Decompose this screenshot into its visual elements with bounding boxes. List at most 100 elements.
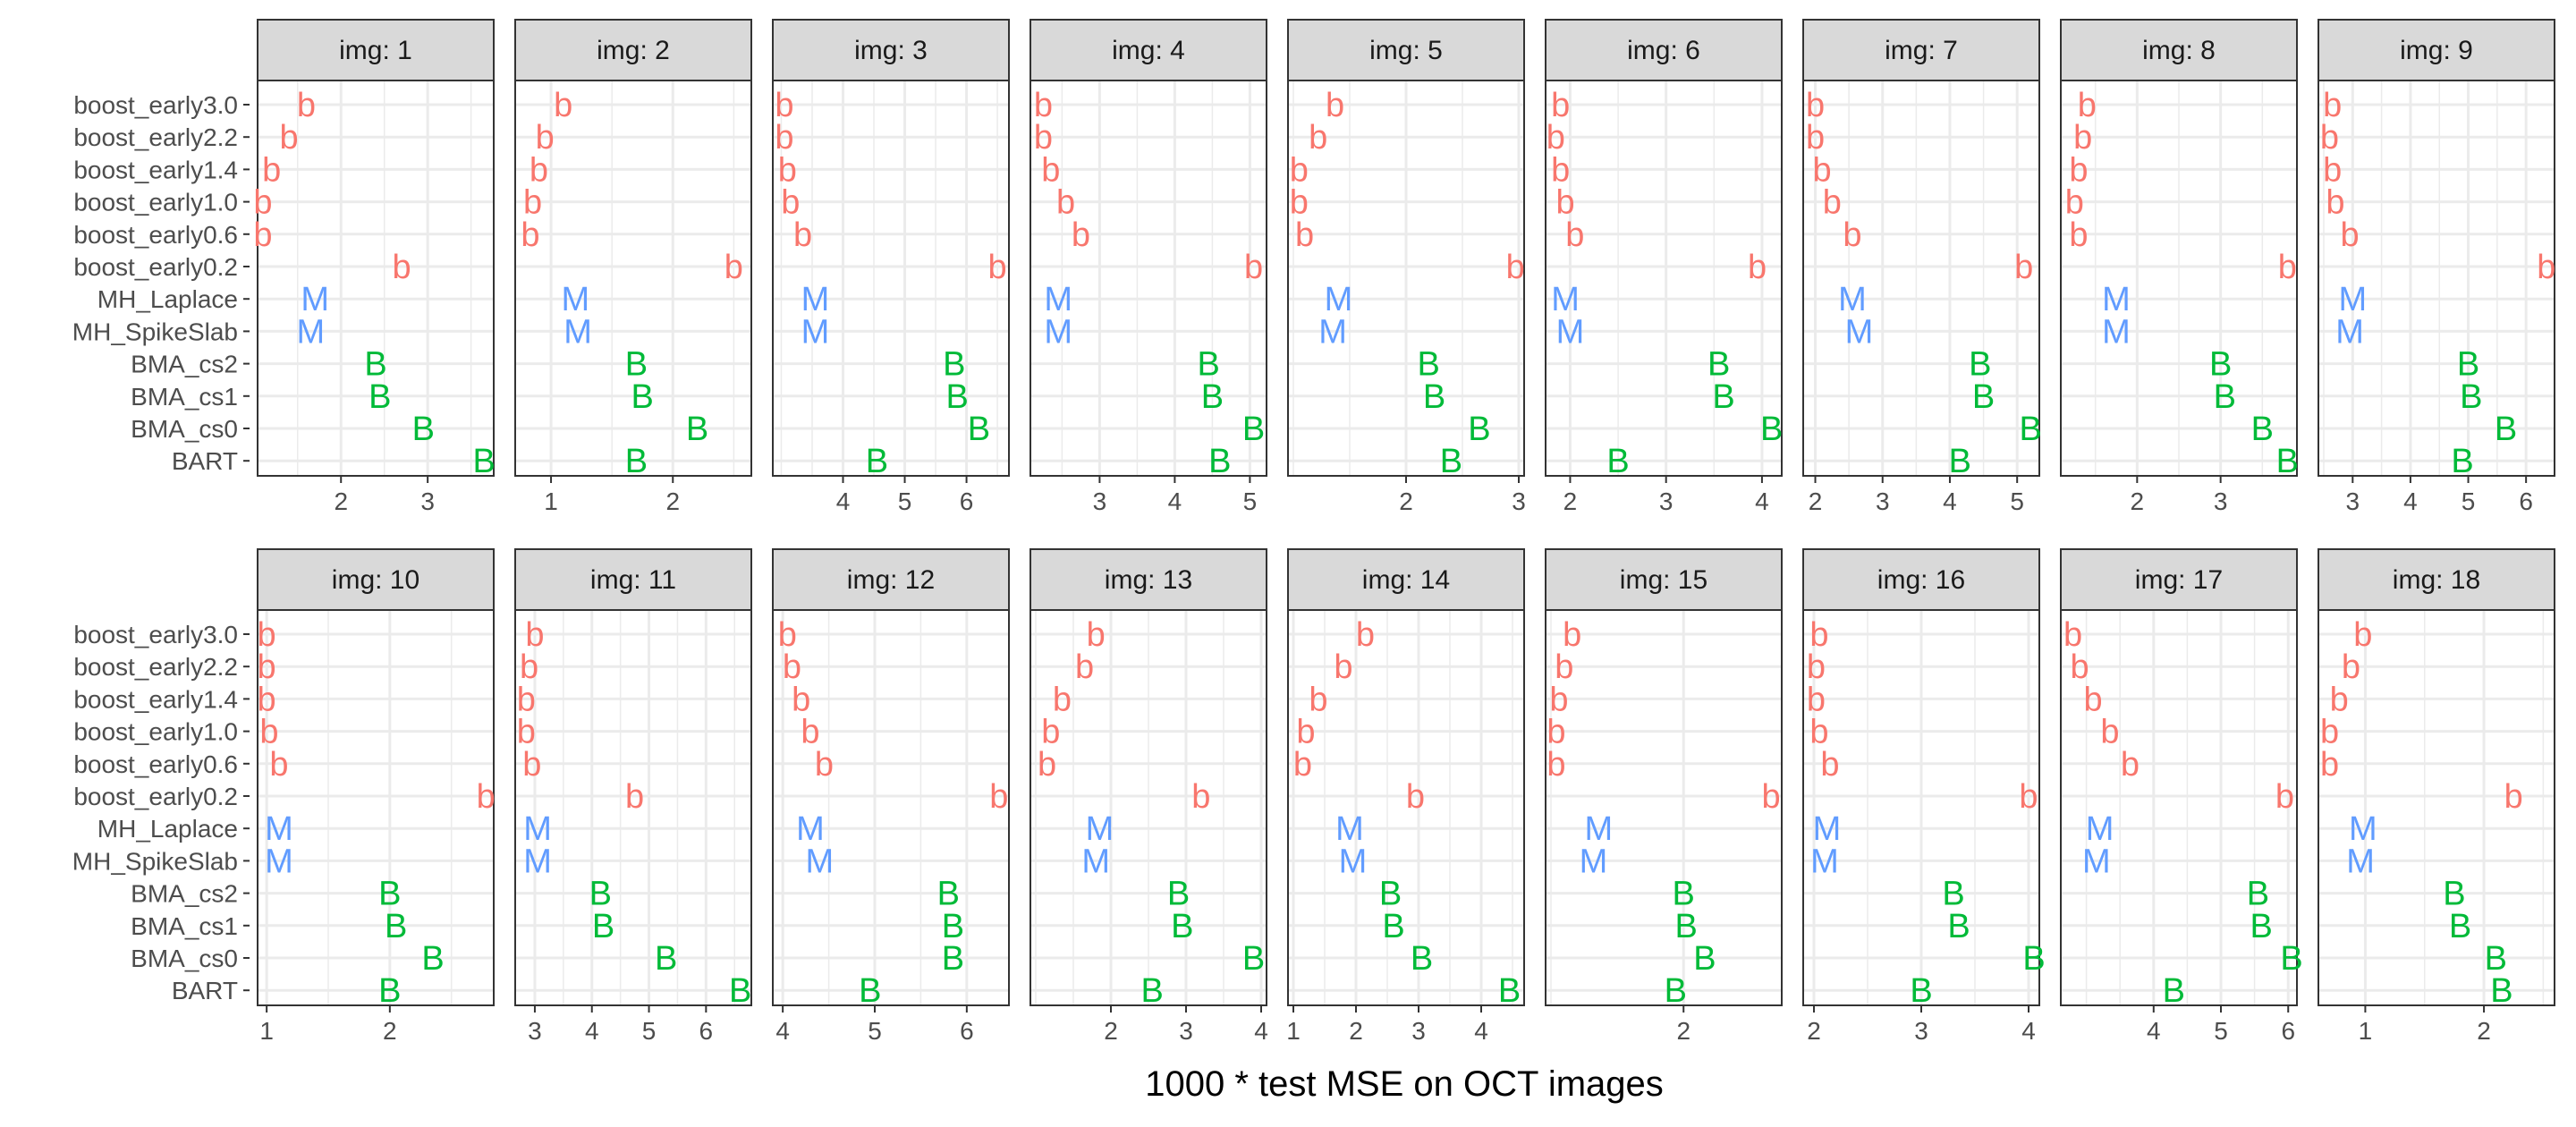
data-point: B: [2022, 940, 2045, 978]
data-point: B: [1606, 443, 1629, 480]
facet-strip-label: img: 12: [847, 565, 935, 595]
data-point: B: [364, 346, 386, 384]
x-tick-label: 4: [1474, 1017, 1488, 1045]
data-point: B: [1423, 378, 1445, 416]
data-point: b: [2084, 681, 2103, 718]
data-point: b: [521, 216, 539, 254]
data-point: b: [801, 714, 819, 751]
data-point: b: [523, 184, 542, 222]
data-point: B: [2214, 378, 2236, 416]
facet-strip-label: img: 4: [1112, 36, 1185, 65]
y-axis-label: BART: [172, 447, 238, 475]
panel-border: [2318, 609, 2555, 1006]
facet-strip-label: img: 10: [332, 565, 419, 595]
data-point: B: [472, 443, 495, 480]
facet-strip: [772, 19, 1010, 81]
y-axis-label: boost_early3.0: [73, 91, 238, 119]
x-tick-label: 2: [334, 487, 348, 515]
data-point: M: [523, 810, 552, 848]
facet-strip-label: img: 1: [339, 36, 412, 65]
data-point: b: [1038, 746, 1056, 784]
data-point: b: [1290, 151, 1309, 189]
data-point: B: [1171, 908, 1193, 945]
y-axis-label: boost_early1.4: [73, 156, 238, 183]
data-point: B: [937, 876, 960, 913]
x-tick-label: 4: [775, 1017, 790, 1045]
data-point: B: [1675, 908, 1698, 945]
data-point: B: [1382, 908, 1404, 945]
data-point: b: [988, 249, 1007, 286]
data-point: b: [262, 151, 281, 189]
facet-strip: [257, 19, 495, 81]
data-point: B: [592, 908, 614, 945]
data-point: B: [2276, 443, 2299, 480]
data-point: b: [536, 119, 555, 157]
data-point: b: [2330, 681, 2349, 718]
data-point: B: [1242, 940, 1265, 978]
data-point: b: [1191, 778, 1210, 816]
data-point: M: [1081, 843, 1110, 880]
x-tick-label: 5: [2214, 1017, 2228, 1045]
data-point: B: [943, 346, 965, 384]
facet-strip: [1287, 19, 1525, 81]
data-point: b: [2326, 184, 2344, 222]
data-point: b: [783, 648, 801, 686]
data-point: M: [265, 843, 293, 880]
data-point: B: [655, 940, 677, 978]
data-point: B: [625, 443, 648, 480]
facet-strip: [2060, 19, 2298, 81]
panel-border: [257, 609, 495, 1006]
data-point: M: [301, 281, 329, 318]
data-point: B: [2485, 940, 2507, 978]
data-point: b: [2065, 184, 2084, 222]
data-point: M: [1318, 313, 1347, 351]
data-point: b: [1406, 778, 1425, 816]
data-point: b: [2323, 151, 2342, 189]
data-point: b: [1041, 151, 1060, 189]
data-point: B: [1707, 346, 1730, 384]
data-point: b: [1546, 714, 1565, 751]
facet-strip-label: img: 2: [597, 36, 670, 65]
x-tick-label: 3: [1659, 487, 1674, 515]
facet-strip: [1802, 19, 2040, 81]
data-point: b: [2078, 87, 2097, 124]
data-point: M: [265, 810, 293, 848]
data-point: b: [1244, 249, 1263, 286]
data-point: M: [1810, 843, 1839, 880]
data-point: b: [2353, 616, 2372, 654]
x-tick-label: 2: [383, 1017, 397, 1045]
facet-strip-label: img: 5: [1369, 36, 1443, 65]
data-point: b: [1843, 216, 1861, 254]
data-point: b: [1812, 151, 1831, 189]
data-point: b: [775, 87, 793, 124]
data-point: B: [1972, 378, 1995, 416]
panel-border: [257, 80, 495, 477]
y-axis-label: MH_SpikeSlab: [72, 847, 238, 875]
data-point: b: [1334, 648, 1352, 686]
method-axis-labels: boost_early3.0 boost_early2.2 boost_early1…: [72, 91, 250, 1004]
data-point: B: [1942, 876, 1964, 913]
data-point: M: [1325, 281, 1353, 318]
data-point: b: [520, 648, 538, 686]
data-point: M: [1044, 313, 1072, 351]
y-axis-label: BMA_cs2: [131, 351, 238, 378]
data-point: b: [1041, 714, 1060, 751]
x-tick-label: 2: [1807, 1017, 1821, 1045]
x-tick-label: 4: [1254, 1017, 1268, 1045]
data-point: B: [1949, 443, 1971, 480]
x-tick-label: 4: [1168, 487, 1182, 515]
data-point: b: [2504, 778, 2523, 816]
data-point: b: [775, 119, 793, 157]
data-point: M: [561, 281, 589, 318]
x-tick-label: 5: [1243, 487, 1258, 515]
data-point: b: [1546, 119, 1565, 157]
data-point: B: [589, 876, 612, 913]
data-point: M: [1339, 843, 1368, 880]
data-point: B: [1712, 378, 1734, 416]
